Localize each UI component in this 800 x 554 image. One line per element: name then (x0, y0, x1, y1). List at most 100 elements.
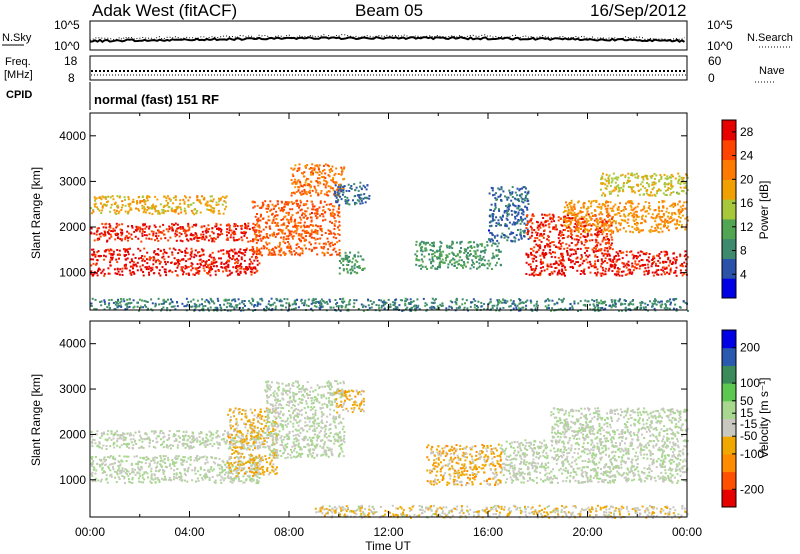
power-echo-cell (325, 193, 328, 196)
power-echo-cell (657, 212, 660, 215)
power-echo-cell (667, 300, 670, 303)
power-echo-cell (534, 231, 537, 234)
power-echo-cell (124, 249, 127, 251)
power-echo-cell (536, 300, 538, 303)
power-echo-cell (564, 209, 567, 212)
power-echo-cell (655, 299, 657, 302)
power-echo-cell (478, 258, 481, 261)
power-echo-cell (615, 254, 617, 257)
power-echo-cell (633, 213, 636, 216)
power-echo-cell (424, 247, 427, 250)
power-echo-cell (296, 298, 299, 301)
power-echo-cell (160, 302, 163, 305)
power-echo-cell (244, 222, 246, 225)
power-echo-cell (480, 305, 483, 308)
power-echo-cell (433, 299, 436, 302)
power-echo-cell (499, 307, 502, 310)
power-echo-cell (513, 197, 516, 200)
power-echo-cell (243, 268, 245, 271)
power-echo-cell (278, 228, 281, 231)
power-echo-cell (265, 233, 268, 236)
power-echo-cell (97, 255, 100, 258)
power-echo-cell (549, 230, 552, 233)
power-echo-cell (523, 222, 526, 225)
power-echo-cell (132, 299, 135, 302)
power-echo-cell (672, 203, 675, 206)
power-echo-cell (344, 258, 347, 261)
power-echo-cell (639, 304, 642, 307)
power-echo-cell (333, 223, 336, 226)
power-echo-cell (313, 212, 316, 215)
power-echo-cell (311, 203, 314, 206)
power-echo-cell (288, 243, 291, 246)
power-echo-cell (510, 232, 513, 235)
power-echo-cell (588, 229, 591, 232)
power-echo-cell (284, 232, 286, 235)
power-echo-cell (601, 224, 604, 227)
power-echo-cell (123, 300, 126, 303)
power-echo-cell (193, 213, 196, 216)
power-echo-cell (490, 224, 493, 227)
power-echo-cell (496, 307, 499, 310)
power-echo-cell (439, 248, 441, 251)
power-echo-cell (522, 186, 525, 189)
power-echo-cell (626, 181, 628, 184)
power-echo-region (488, 186, 530, 243)
power-echo-cell (643, 307, 646, 310)
power-echo-cell (344, 306, 347, 309)
power-echo-cell (499, 193, 502, 196)
power-echo-cell (124, 198, 126, 201)
power-echo-cell (304, 214, 307, 217)
power-echo-cell (548, 299, 550, 302)
power-echo-cell (530, 228, 533, 231)
power-echo-cell (577, 310, 579, 312)
power-echo-cell (316, 232, 319, 235)
power-echo-cell (138, 298, 141, 301)
power-echo-cell (176, 266, 179, 269)
power-echo-cell (344, 251, 347, 254)
power-echo-cell (268, 300, 271, 303)
power-echo-cell (162, 255, 165, 258)
power-echo-cell (663, 183, 666, 186)
power-echo-cell (474, 299, 477, 302)
power-echo-cell (482, 250, 485, 253)
power-echo-cell (658, 180, 661, 183)
power-echo-cell (291, 173, 294, 176)
power-echo-cell (219, 198, 222, 201)
power-echo-cell (517, 229, 519, 231)
power-echo-cell (527, 238, 530, 240)
power-echo-cell (315, 305, 318, 308)
power-echo-cell (328, 169, 331, 171)
power-echo-cell (507, 227, 510, 230)
power-echo-cell (616, 230, 619, 233)
power-echo-cell (169, 236, 172, 239)
power-echo-cell (238, 273, 241, 276)
power-echo-cell (272, 303, 274, 306)
power-echo-cell (154, 239, 156, 242)
power-echo-cell (538, 239, 541, 242)
power-echo-cell (604, 300, 607, 303)
power-echo-cell (532, 268, 535, 271)
power-echo-cell (267, 203, 270, 206)
power-echo-cell (514, 215, 517, 218)
power-echo-cell (329, 212, 332, 215)
power-echo-cell (513, 204, 516, 207)
power-echo-cell (488, 215, 491, 218)
power-echo-cell (611, 221, 614, 224)
power-echo-cell (535, 265, 538, 267)
power-echo-cell (550, 220, 553, 223)
power-echo-cell (639, 250, 642, 253)
power-echo-cell (666, 175, 669, 178)
power-echo-cell (204, 264, 206, 267)
power-echo-cell (440, 255, 443, 257)
power-echo-cell (499, 264, 502, 267)
power-echo-cell (262, 235, 265, 238)
power-echo-cell (646, 175, 649, 177)
power-echo-cell (425, 309, 428, 312)
power-echo-cell (172, 305, 175, 308)
power-echo-cell (247, 225, 250, 228)
power-echo-cell (380, 299, 383, 302)
power-echo-cell (299, 191, 302, 194)
power-echo-cell (212, 300, 215, 303)
power-echo-cell (505, 235, 508, 238)
